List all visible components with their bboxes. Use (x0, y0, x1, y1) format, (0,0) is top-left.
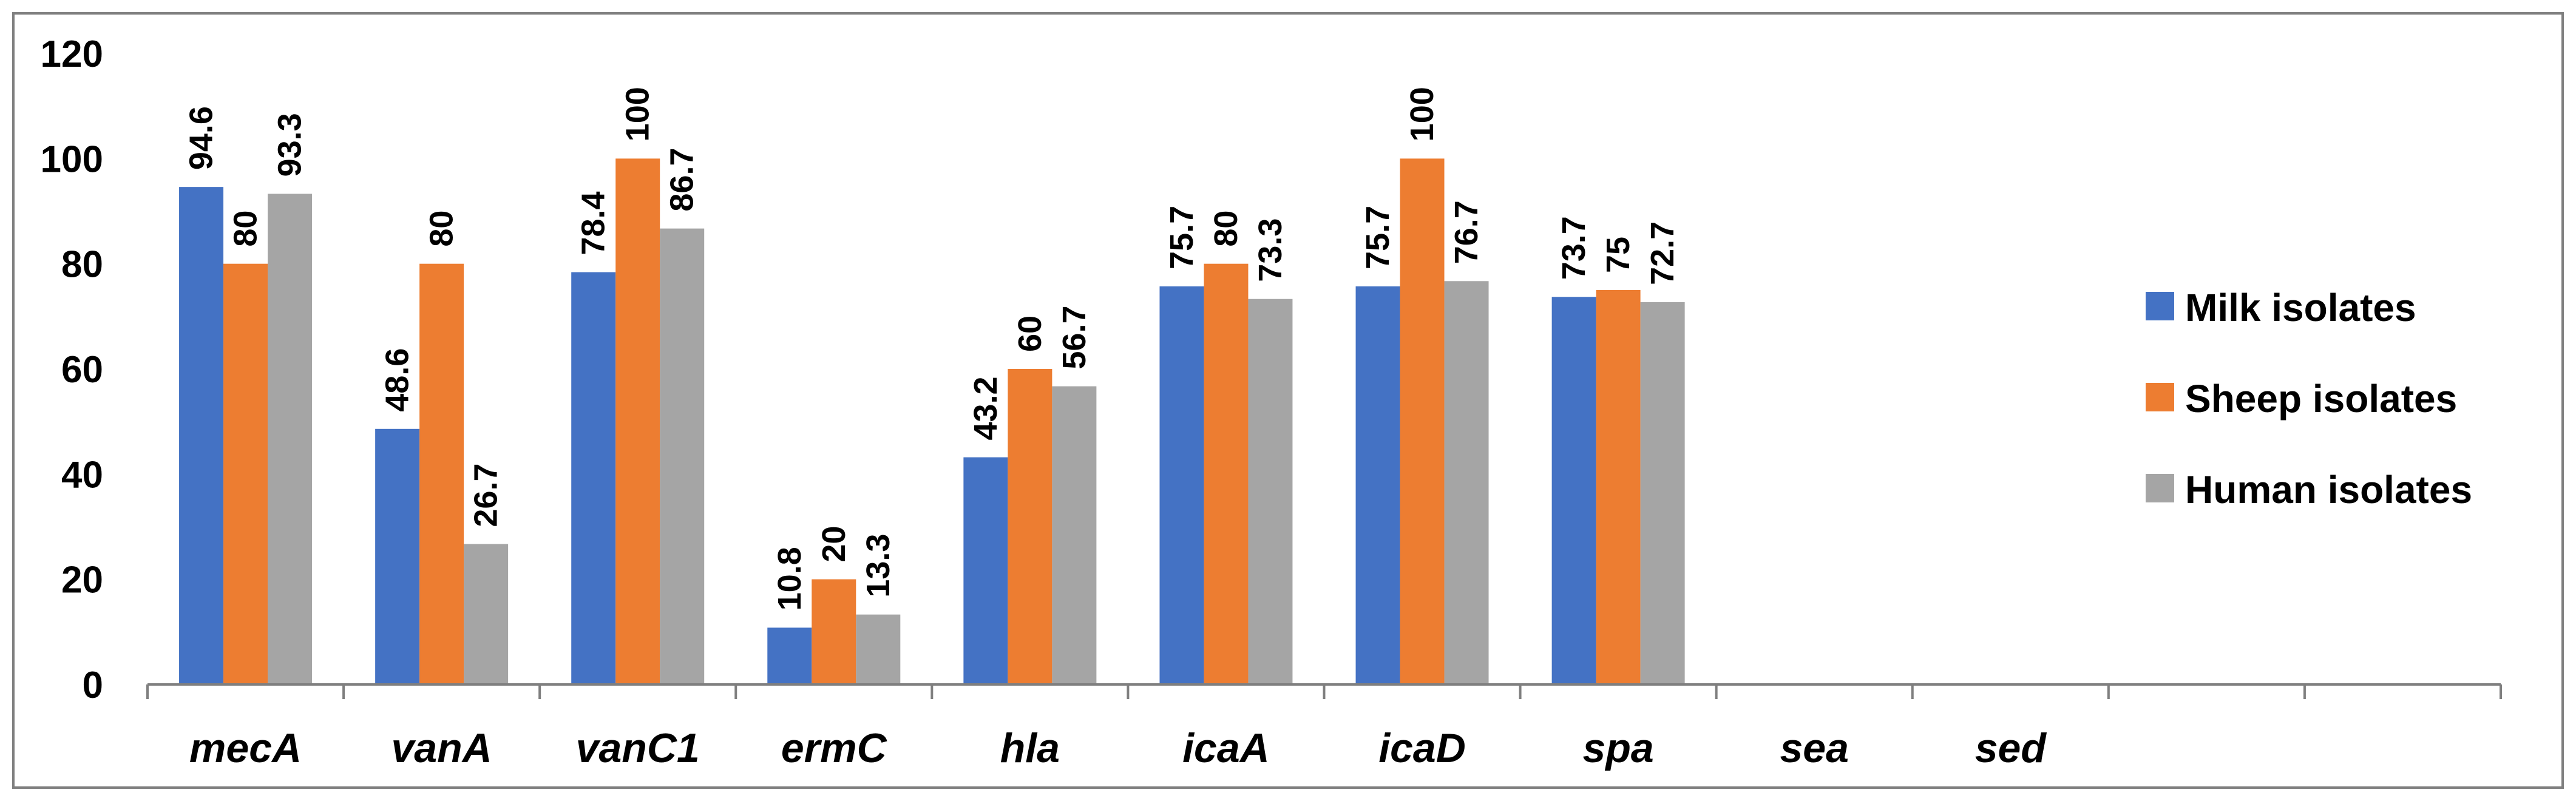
x-tick-label: hla (1000, 725, 1060, 771)
x-axis: mecA vanA vanC1 ermC hla icaA icaD spa sea sed (146, 683, 2502, 771)
y-tick-label: 40 (61, 454, 103, 496)
x-tick-label: spa (1583, 725, 1654, 771)
bar-hla-human-isolates (1052, 386, 1097, 684)
bar-icaD-human-isolates (1444, 281, 1489, 684)
data-label: 80 (228, 211, 264, 247)
data-label: 93.3 (272, 113, 308, 177)
x-tick-label: sea (1780, 725, 1848, 771)
bar-mecA-milk-isolates (179, 187, 224, 685)
bar-hla-sheep-isolates (1008, 369, 1052, 684)
data-label: 94.6 (183, 106, 220, 170)
x-tick-label: icaA (1182, 725, 1270, 771)
bar-vanC1-sheep-isolates (615, 158, 660, 684)
bar-hla-milk-isolates (963, 457, 1008, 684)
data-label: 75.7 (1360, 206, 1396, 269)
bar-spa-milk-isolates (1551, 297, 1596, 684)
data-label: 75.7 (1164, 206, 1200, 269)
data-label: 76.7 (1448, 200, 1485, 264)
y-tick-label: 80 (61, 244, 103, 286)
x-tick-label: vanC1 (576, 725, 700, 771)
y-tick-label: 120 (41, 33, 103, 75)
legend-swatch (2146, 292, 2174, 320)
legend-label: Sheep isolates (2185, 377, 2457, 421)
legend-label: Human isolates (2185, 468, 2472, 512)
legend-swatch (2146, 383, 2174, 411)
data-label: 48.6 (379, 348, 416, 412)
data-label: 80 (424, 211, 460, 247)
data-label: 20 (816, 526, 852, 562)
legend-swatch (2146, 474, 2174, 502)
bar-spa-sheep-isolates (1596, 290, 1641, 684)
x-tick-label: ermC (781, 725, 887, 771)
data-label: 56.7 (1056, 305, 1093, 369)
data-labels-group: 94.6 48.6 78.4 10.8 43.2 75.7 75.7 73.7 80 80 100 2… (183, 87, 1681, 610)
data-label: 26.7 (468, 463, 504, 527)
data-label: 72.7 (1644, 221, 1681, 285)
bar-vanA-sheep-isolates (419, 263, 464, 685)
bar-vanC1-milk-isolates (571, 272, 616, 684)
data-label: 100 (620, 87, 656, 141)
data-label: 10.8 (771, 547, 808, 610)
bar-vanC1-human-isolates (660, 228, 705, 685)
y-tick-label: 20 (61, 559, 103, 601)
bar-vanA-milk-isolates (375, 428, 420, 684)
bar-vanA-human-isolates (464, 544, 509, 684)
bar-icaD-sheep-isolates (1400, 158, 1445, 684)
data-label: 86.7 (664, 147, 700, 211)
y-tick-label: 0 (83, 664, 103, 706)
data-label: 73.7 (1556, 216, 1592, 280)
bar-ermC-human-isolates (856, 614, 901, 684)
data-label: 73.3 (1252, 218, 1289, 282)
bar-icaA-human-isolates (1248, 299, 1293, 684)
data-label: 75 (1600, 237, 1636, 273)
data-label: 80 (1208, 211, 1244, 247)
data-label: 60 (1012, 316, 1048, 352)
bars-group (179, 158, 1685, 685)
bar-mecA-sheep-isolates (223, 263, 268, 685)
data-label: 13.3 (860, 534, 897, 598)
bar-icaA-milk-isolates (1159, 286, 1204, 684)
x-tick-label: vanA (391, 725, 492, 771)
data-label: 100 (1404, 87, 1440, 141)
bar-ermC-sheep-isolates (812, 579, 856, 684)
x-tick-label: sed (1975, 725, 2047, 771)
y-tick-label: 100 (41, 138, 103, 180)
bar-spa-human-isolates (1640, 302, 1685, 684)
y-tick-label: 60 (61, 349, 103, 391)
data-label: 78.4 (575, 191, 612, 255)
x-tick-label: mecA (189, 725, 302, 771)
legend: Milk isolates Sheep isolates Human isolate… (2146, 286, 2472, 512)
x-tick-label: icaD (1378, 725, 1466, 771)
data-label: 43.2 (968, 376, 1004, 440)
y-axis: 0 20 40 60 80 100 120 (41, 33, 103, 706)
bar-mecA-human-isolates (268, 194, 313, 684)
bar-icaA-sheep-isolates (1204, 263, 1249, 685)
bar-ermC-milk-isolates (767, 627, 812, 684)
bar-icaD-milk-isolates (1355, 286, 1400, 684)
legend-label: Milk isolates (2185, 286, 2416, 329)
